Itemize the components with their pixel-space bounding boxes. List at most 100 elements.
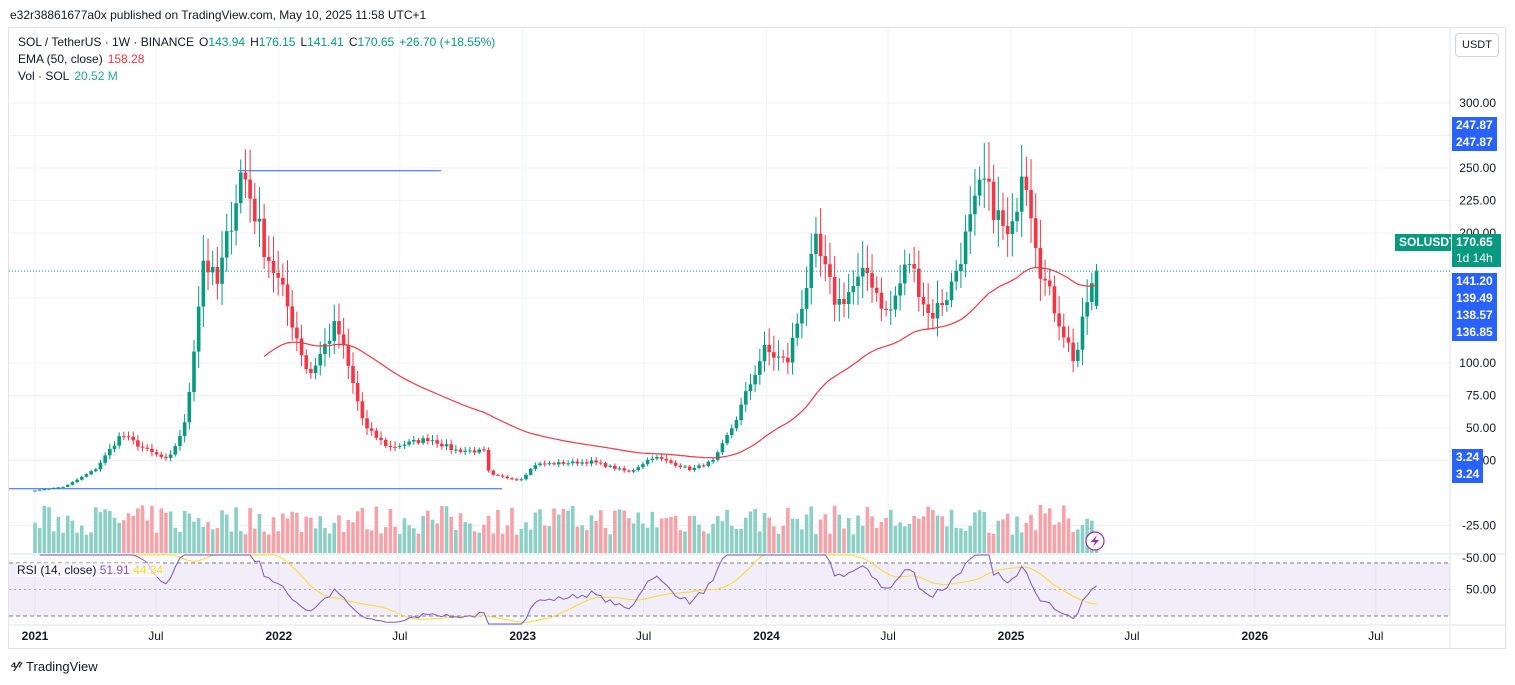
volume-bar — [832, 505, 837, 553]
volume-bar — [463, 522, 468, 553]
volume-bar — [281, 513, 285, 553]
volume-bar — [636, 512, 641, 553]
candle-body — [669, 460, 673, 463]
candle-body — [112, 445, 117, 449]
candle-body — [907, 264, 912, 266]
volume-bar — [627, 518, 631, 553]
candle-body — [991, 181, 996, 220]
volume-bar — [613, 510, 617, 553]
candle-body — [182, 422, 187, 436]
volume-bar — [1024, 522, 1029, 553]
volume-bar — [1033, 530, 1038, 553]
volume-bar — [136, 508, 140, 553]
volume-bar — [290, 511, 294, 553]
candle-body — [870, 273, 874, 288]
candle-body — [224, 231, 229, 258]
volume-bar — [575, 526, 580, 553]
candle-body — [1001, 210, 1005, 226]
y-tick-label: 100.00 — [1459, 356, 1496, 370]
candle-body — [337, 321, 341, 335]
volume-bar — [159, 508, 164, 553]
candle-body — [299, 338, 304, 356]
volume-bar — [477, 532, 482, 553]
candle-body — [818, 233, 823, 257]
candle-body — [987, 178, 991, 182]
candle-body — [804, 288, 809, 309]
candle-body — [271, 260, 276, 273]
volume-bar — [552, 508, 556, 553]
volume-bar — [1043, 513, 1047, 553]
volume-bar — [313, 528, 318, 553]
volume-bar — [243, 534, 248, 553]
candle-body — [332, 321, 337, 341]
x-tick-label: 2023 — [509, 629, 536, 643]
volume-bar — [982, 511, 987, 553]
candle-body — [201, 260, 206, 307]
candle-body — [832, 276, 837, 305]
volume-bar — [1052, 524, 1057, 553]
volume-bar — [505, 525, 510, 553]
candle-body — [252, 198, 257, 222]
volume-bar — [1076, 529, 1080, 553]
volume-bar — [1019, 532, 1024, 553]
candle-body — [758, 361, 762, 375]
volume-bar — [304, 516, 309, 553]
candle-body — [206, 260, 210, 273]
x-tick-label: Jul — [148, 629, 163, 643]
volume-bar — [486, 515, 491, 553]
volume-bar — [411, 528, 416, 553]
volume-bar — [93, 507, 98, 553]
candle-body — [491, 470, 496, 475]
candle-body — [173, 446, 178, 455]
legend-symbol[interactable]: SOL / TetherUS · 1W · BINANCE — [18, 35, 195, 49]
volume-bar — [856, 515, 860, 553]
footer-brand[interactable]: ⁴⁄⁷ TradingView — [10, 658, 98, 674]
x-tick-label: Jul — [880, 629, 895, 643]
candle-body — [1019, 176, 1024, 212]
candle-body — [561, 462, 566, 464]
ema-value: 158.28 — [107, 52, 145, 66]
volume-bar — [224, 514, 229, 553]
ema-label[interactable]: EMA (50, close) — [18, 52, 103, 66]
candle-body — [729, 428, 734, 436]
currency-button[interactable]: USDT — [1455, 33, 1499, 57]
volume-bar — [70, 520, 75, 553]
volume-bar — [309, 517, 313, 553]
volume-bar — [1038, 505, 1043, 553]
candle-body — [772, 352, 776, 358]
candle-body — [1076, 349, 1080, 362]
candle-body — [1066, 337, 1071, 343]
volume-bar — [776, 533, 781, 553]
volume-bar — [959, 528, 963, 553]
candle-body — [131, 436, 136, 441]
volume-bar — [514, 534, 519, 553]
rsi-label[interactable]: RSI (14, close) — [17, 563, 97, 577]
volume-bar — [89, 532, 93, 553]
candle-body — [355, 383, 360, 402]
volume-bar — [140, 505, 145, 553]
candle-body — [697, 465, 701, 468]
candle-body — [781, 356, 785, 358]
candle-body — [795, 323, 800, 338]
volume-bar — [360, 507, 365, 553]
candle-body — [650, 458, 655, 460]
volume-bar — [795, 518, 800, 553]
volume-bar — [229, 531, 234, 553]
x-tick-label: 2025 — [998, 629, 1025, 643]
candle-body — [346, 345, 351, 366]
x-tick-label: Jul — [392, 629, 407, 643]
volume-label[interactable]: Vol · SOL — [18, 69, 70, 83]
candle-body — [617, 468, 622, 470]
candle-body — [290, 306, 294, 328]
candle-body — [257, 218, 262, 222]
candle-body — [1094, 271, 1099, 306]
volume-bar — [192, 521, 196, 553]
candle-body — [383, 439, 388, 446]
candle-body — [323, 343, 327, 355]
candle-body — [468, 450, 472, 452]
volume-bar — [238, 531, 243, 553]
volume-bar — [519, 528, 524, 553]
volume-bar — [870, 516, 874, 553]
volume-bar — [397, 534, 402, 553]
